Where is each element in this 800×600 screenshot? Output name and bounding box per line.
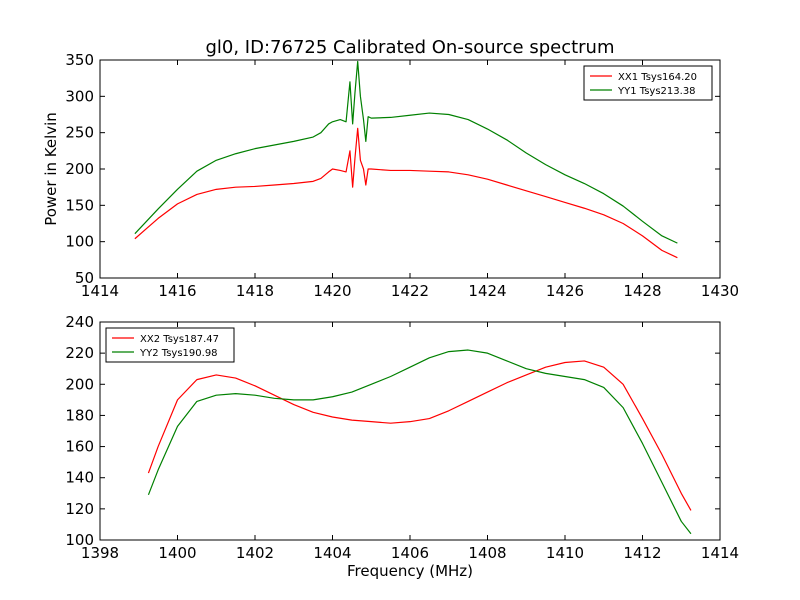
x-tick-label: 1414 (81, 282, 119, 300)
y-tick-label: 160 (65, 438, 94, 456)
x-tick-label: 1426 (546, 282, 584, 300)
x-tick-label: 1414 (701, 544, 739, 562)
legend-box (583, 65, 713, 101)
y-tick-label: 180 (65, 406, 94, 424)
y-tick-label: 200 (65, 375, 94, 393)
bottom-panel: 1398 1400 1402 1404 1406 1408 1410 1412 1414 100 1… (65, 313, 739, 580)
legend-entry: XX1 Tsys164.20 (618, 72, 697, 83)
series-line-1-1 (134, 127, 678, 259)
series-group (147, 349, 692, 535)
x-tick-label: 1420 (313, 282, 351, 300)
y-tick-label: 120 (65, 500, 94, 518)
y-tick-label: 200 (65, 160, 94, 178)
x-tick-label: 1406 (391, 544, 429, 562)
y-tick-label: 220 (65, 344, 94, 362)
series-line-1-2 (134, 60, 678, 244)
y-tick-label: 250 (65, 124, 94, 142)
x-tick-label: 1424 (468, 282, 506, 300)
x-axis-label: Frequency (MHz) (347, 562, 473, 580)
x-tick-label: 1410 (546, 544, 584, 562)
x-tick-label: 1402 (236, 544, 274, 562)
x-tick-label: 1416 (158, 282, 196, 300)
legend-box (105, 327, 235, 363)
x-tick-label: 1428 (623, 282, 661, 300)
legend: XX2 Tsys187.47 YY2 Tsys190.98 (105, 327, 235, 363)
y-tick-label: 100 (65, 531, 94, 549)
top-panel: 1414 1416 1418 1420 1422 1424 1426 1428 1430 50 10… (42, 51, 739, 300)
x-tick-label: 1418 (236, 282, 274, 300)
series-group (134, 60, 678, 259)
legend-entry: XX2 Tsys187.47 (140, 334, 219, 345)
x-tick-label: 1412 (623, 544, 661, 562)
legend-entry: YY2 Tsys190.98 (139, 348, 218, 359)
y-tick-label: 50 (75, 269, 94, 287)
x-tick-label: 1404 (313, 544, 351, 562)
series-line-2-2 (147, 349, 692, 535)
x-tick-label: 1408 (468, 544, 506, 562)
x-tick-label: 1430 (701, 282, 739, 300)
y-axis-label: Power in Kelvin (42, 112, 60, 226)
legend: XX1 Tsys164.20 YY1 Tsys213.38 (583, 65, 713, 101)
y-tick-label: 140 (65, 469, 94, 487)
y-tick-label: 300 (65, 87, 94, 105)
y-tick-label: 240 (65, 313, 94, 331)
chart-title: gl0, ID:76725 Calibrated On-source spect… (205, 37, 614, 58)
y-tick-label: 100 (65, 233, 94, 251)
x-tick-label: 1400 (158, 544, 196, 562)
series-line-2-1 (147, 360, 692, 511)
legend-entry: YY1 Tsys213.38 (617, 86, 696, 97)
x-tick-label: 1422 (391, 282, 429, 300)
y-tick-label: 150 (65, 196, 94, 214)
x-tick-label: 1398 (81, 544, 119, 562)
y-tick-label: 350 (65, 51, 94, 69)
